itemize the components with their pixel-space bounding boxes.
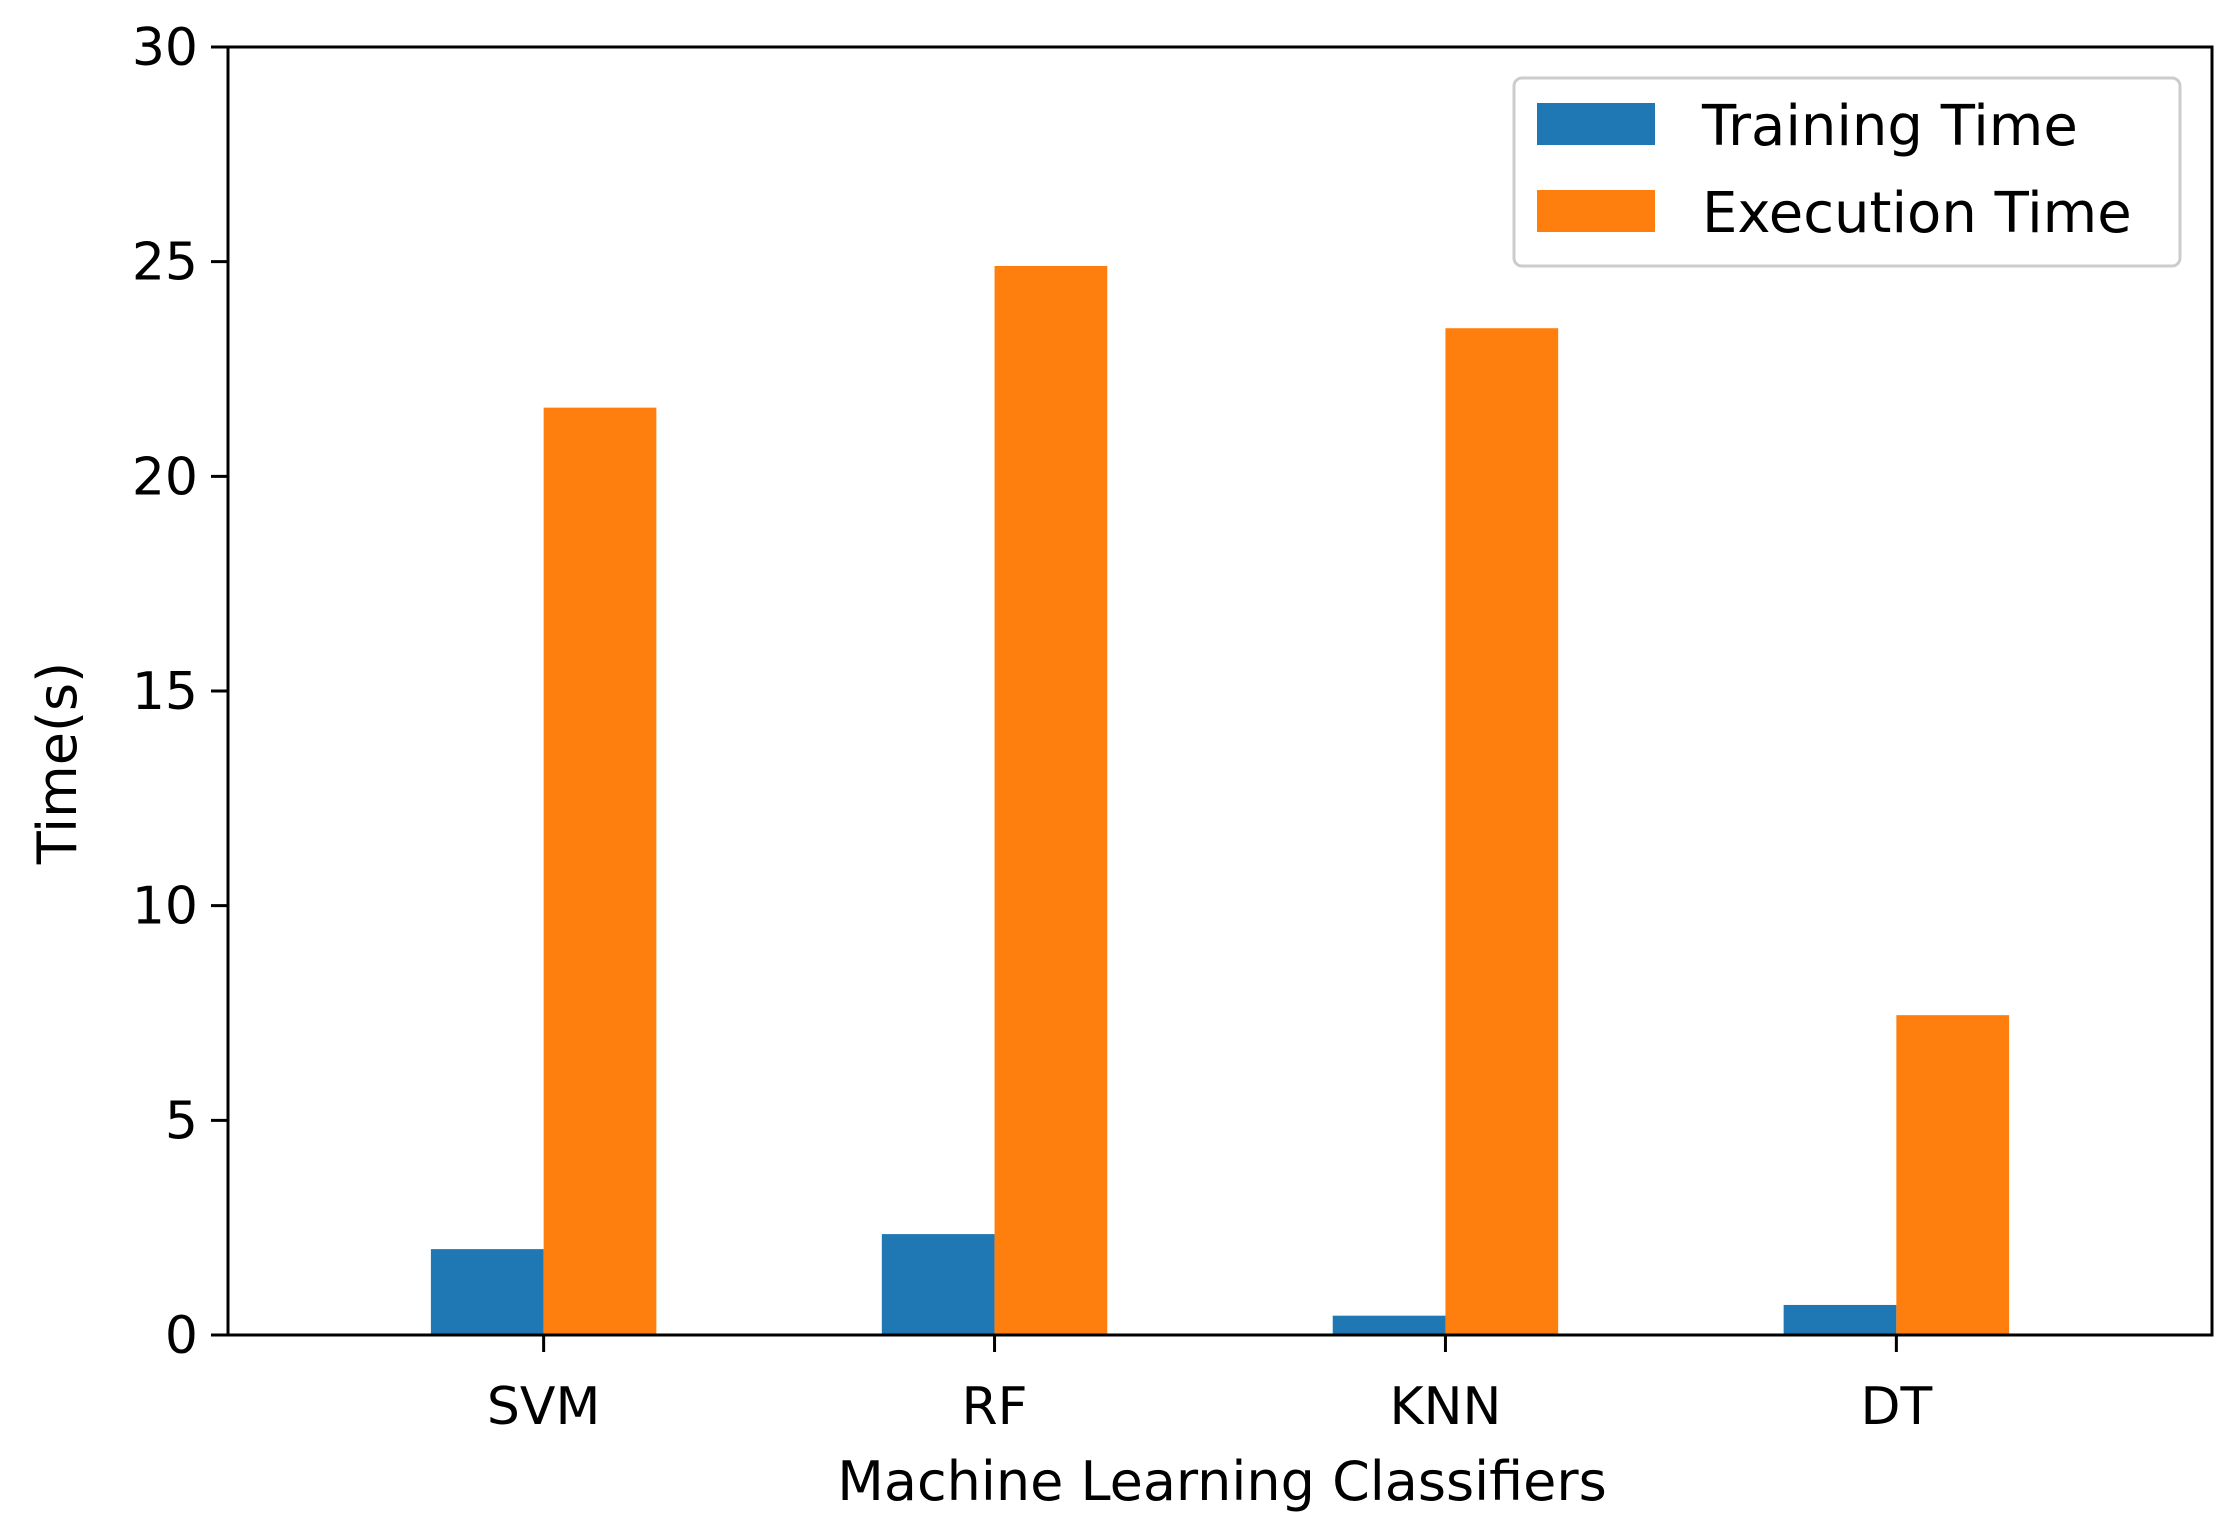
axes-layer: 0 5 10 15 20 25 30 SVM RF KNN DT xyxy=(132,18,2214,1437)
y-tick-label: 30 xyxy=(132,18,198,78)
bar-training-time-dt xyxy=(1783,1304,1897,1335)
bar-execution-time-rf xyxy=(994,265,1108,1336)
x-tick-label: DT xyxy=(1860,1377,1932,1437)
x-tick-label: KNN xyxy=(1390,1377,1502,1437)
bar-training-time-rf xyxy=(881,1234,995,1335)
legend: Training Time Execution Time xyxy=(1512,76,2182,268)
bars-layer xyxy=(430,265,2010,1336)
legend-label-execution-time: Execution Time xyxy=(1702,181,2132,246)
legend-frame xyxy=(1512,76,2182,268)
bar-execution-time-dt xyxy=(1896,1015,2010,1335)
y-tick-label: 15 xyxy=(132,662,198,722)
bar-training-time-svm xyxy=(430,1249,544,1335)
legend-label-training-time: Training Time xyxy=(1701,94,2078,159)
bar-execution-time-knn xyxy=(1445,328,1559,1335)
bar-execution-time-svm xyxy=(543,407,657,1335)
y-tick-label: 5 xyxy=(165,1091,198,1151)
y-tick-label: 10 xyxy=(132,877,198,937)
y-tick-label: 20 xyxy=(132,447,198,507)
legend-swatch-training-time xyxy=(1537,103,1655,145)
y-tick-label: 25 xyxy=(132,233,198,293)
bar-training-time-knn xyxy=(1332,1315,1446,1335)
y-axis-title: Time(s) xyxy=(26,662,89,865)
x-tick-label: SVM xyxy=(487,1377,600,1437)
legend-swatch-execution-time xyxy=(1537,190,1655,232)
x-axis-title: Machine Learning Classifiers xyxy=(837,1450,1606,1513)
y-tick-label: 0 xyxy=(165,1306,198,1366)
x-tick-label: RF xyxy=(962,1377,1028,1437)
